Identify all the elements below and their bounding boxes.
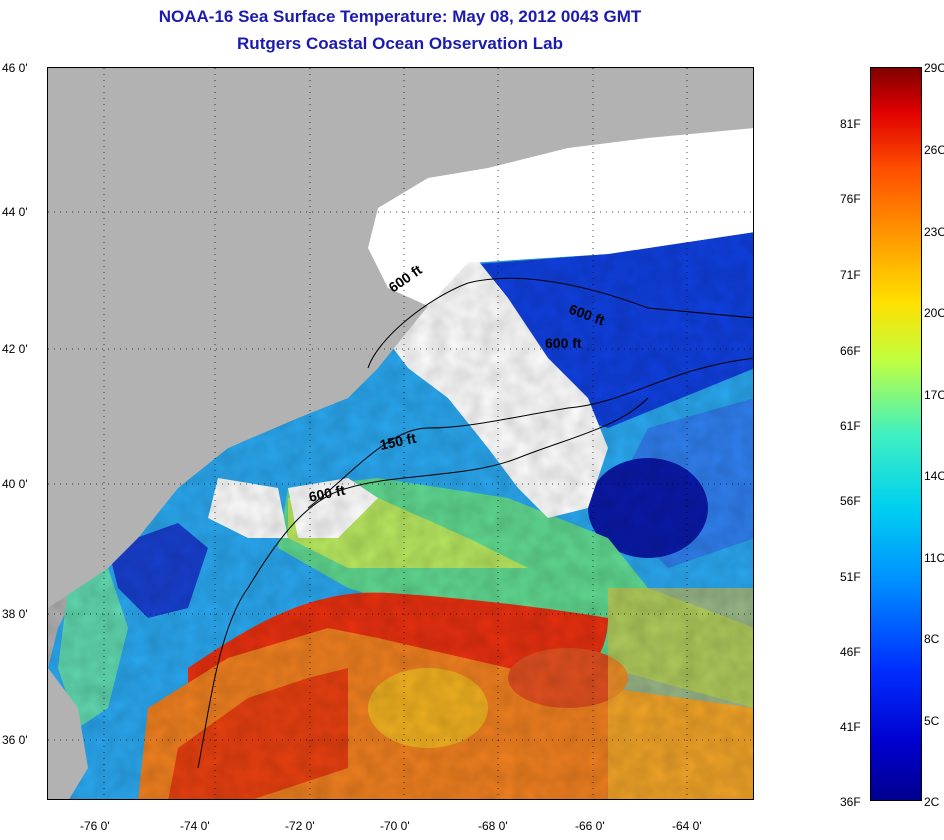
contour-label: 600 ft [307,482,346,505]
colorbar-fahrenheit-label: 71F [840,268,861,282]
map-title: NOAA-16 Sea Surface Temperature: May 08,… [158,7,642,26]
latitude-label: 44 0' [2,205,28,219]
latitude-label: 38 0' [2,607,28,621]
colorbar-celsius-label: 23C [924,225,944,239]
contour-label: 600 ft [545,335,582,351]
longitude-label: -66 0' [575,819,605,833]
colorbar-celsius-label: 2C [924,795,940,809]
colorbar-celsius-label: 17C [924,388,944,402]
colorbar-fahrenheit-label: 51F [840,570,861,584]
colorbar-celsius-label: 26C [924,143,944,157]
longitude-label: -74 0' [180,819,210,833]
colorbar-fahrenheit-label: 46F [840,645,861,659]
colorbar-fahrenheit-label: 56F [840,494,861,508]
colorbar-fahrenheit-label: 61F [840,419,861,433]
latitude-label: 36 0' [2,733,28,747]
contour-label: 150 ft [378,430,417,453]
latitude-label: 40 0' [2,477,28,491]
colorbar-fahrenheit-label: 36F [840,795,861,809]
colorbar-fahrenheit-label: 81F [840,117,861,131]
longitude-label: -76 0' [80,819,110,833]
colorbar-celsius-label: 29C [924,61,944,75]
longitude-label: -64 0' [672,819,702,833]
depth-contours [197,277,753,769]
colorbar-celsius-label: 8C [924,632,940,646]
colorbar-celsius-label: 5C [924,714,940,728]
longitude-label: -72 0' [285,819,315,833]
colorbar-celsius-label: 11C [924,551,944,565]
cloud-band [368,128,753,306]
latitude-label: 46 0' [2,61,28,75]
longitude-label: -70 0' [380,819,410,833]
colorbar-celsius-label: 20C [924,306,944,320]
colorbar-celsius-label: 14C [924,469,944,483]
colorbar-fahrenheit-label: 66F [840,344,861,358]
colorbar-fahrenheit-label: 41F [840,720,861,734]
longitude-label: -68 0' [478,819,508,833]
sst-map: 600 ft 600 ft 600 ft 150 ft 600 ft [47,67,754,800]
colorbar-fahrenheit-label: 76F [840,192,861,206]
latitude-label: 42 0' [2,342,28,356]
sst-map-canvas: 600 ft 600 ft 600 ft 150 ft 600 ft [48,68,753,799]
temperature-colorbar [870,67,922,801]
graticule [48,68,753,799]
map-subtitle: Rutgers Coastal Ocean Observation Lab [237,34,563,53]
